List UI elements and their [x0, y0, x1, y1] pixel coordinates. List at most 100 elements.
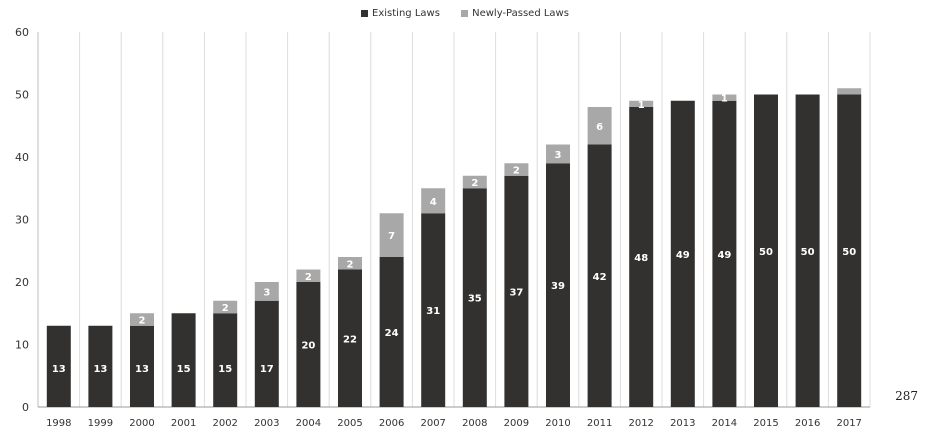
bar-existing-laws [587, 144, 612, 407]
data-label-existing-laws: 50 [801, 247, 815, 258]
y-tick-label: 50 [15, 89, 29, 102]
bar-newly-passed-laws [421, 188, 446, 214]
data-label-newly-passed-laws: 1 [721, 94, 728, 105]
legend-swatch-existing [361, 10, 369, 17]
bar-existing-laws [88, 325, 113, 407]
bar-newly-passed-laws [254, 282, 279, 301]
data-label-newly-passed-laws: 3 [263, 287, 270, 298]
x-tick-label: 2005 [337, 418, 362, 429]
x-tick-label: 2000 [129, 418, 154, 429]
data-label-existing-laws: 39 [551, 281, 565, 292]
y-tick-label: 40 [15, 151, 29, 164]
bar-existing-laws [296, 282, 321, 407]
data-label-existing-laws: 13 [93, 364, 107, 375]
x-tick-label: 2016 [795, 418, 820, 429]
x-tick-label: 2013 [670, 418, 695, 429]
data-label-existing-laws: 37 [509, 287, 523, 298]
bar-existing-laws [171, 313, 196, 407]
x-tick-label: 2007 [420, 418, 445, 429]
x-tick-label: 2011 [587, 418, 612, 429]
bar-existing-laws [546, 163, 570, 407]
bar-newly-passed-laws [629, 100, 654, 107]
x-tick-label: 2012 [628, 418, 653, 429]
bar-newly-passed-laws [213, 300, 238, 314]
data-label-existing-laws: 22 [343, 334, 357, 345]
data-label-existing-laws: 50 [759, 247, 773, 258]
legend-label-existing: Existing Laws [372, 8, 440, 19]
page-number: 287 [895, 389, 918, 403]
data-label-existing-laws: 17 [260, 364, 274, 375]
data-label-newly-passed-laws: 1 [638, 100, 645, 111]
bar-newly-passed-laws [462, 175, 487, 189]
bar-existing-laws [46, 325, 71, 407]
data-label-newly-passed-laws: 2 [513, 166, 520, 177]
y-tick-label: 60 [15, 26, 29, 39]
data-label-existing-laws: 15 [177, 364, 191, 375]
data-label-existing-laws: 31 [426, 306, 440, 317]
data-label-newly-passed-laws: 2 [471, 178, 478, 189]
x-tick-label: 2002 [212, 418, 237, 429]
legend-item-newly-passed: Newly-Passed Laws [461, 8, 569, 19]
x-tick-label: 2014 [712, 418, 737, 429]
data-label-newly-passed-laws: 3 [555, 150, 562, 161]
x-tick-label: 2003 [254, 418, 279, 429]
bar-existing-laws [213, 313, 238, 407]
x-tick-label: 2001 [171, 418, 196, 429]
legend-swatch-newly-passed [461, 10, 469, 17]
bar-existing-laws [837, 94, 862, 407]
data-label-newly-passed-laws: 2 [222, 303, 229, 314]
bar-existing-laws [629, 107, 654, 407]
y-tick-label: 0 [22, 401, 29, 414]
bar-existing-laws [462, 188, 487, 407]
data-label-newly-passed-laws: 2 [305, 272, 312, 283]
data-label-existing-laws: 35 [468, 294, 482, 305]
bar-newly-passed-laws [504, 163, 529, 176]
y-tick-label: 30 [15, 214, 29, 227]
bar-newly-passed-laws [587, 107, 612, 145]
x-tick-label: 2004 [296, 418, 321, 429]
bar-newly-passed-laws [712, 94, 737, 101]
bar-existing-laws [670, 100, 695, 407]
bar-existing-laws [504, 175, 529, 407]
data-label-existing-laws: 20 [301, 341, 315, 352]
y-tick-label: 20 [15, 276, 29, 289]
data-label-existing-laws: 42 [593, 272, 607, 283]
x-tick-label: 2017 [836, 418, 861, 429]
bar-existing-laws [795, 94, 820, 407]
chart-legend: Existing Laws Newly-Passed Laws [0, 8, 930, 20]
x-tick-label: 2015 [753, 418, 778, 429]
bar-existing-laws [379, 257, 404, 407]
bar-existing-laws [130, 325, 154, 407]
data-label-existing-laws: 13 [52, 364, 66, 375]
y-tick-label: 10 [15, 339, 29, 352]
x-tick-label: 2008 [462, 418, 487, 429]
bar-newly-passed-laws [379, 213, 404, 257]
x-tick-label: 1999 [88, 418, 113, 429]
data-label-existing-laws: 50 [842, 247, 856, 258]
data-label-existing-laws: 13 [135, 364, 149, 375]
x-tick-label: 1998 [46, 418, 71, 429]
data-label-existing-laws: 15 [218, 364, 232, 375]
data-label-newly-passed-laws: 4 [430, 197, 437, 208]
data-label-newly-passed-laws: 2 [139, 316, 146, 327]
bar-existing-laws [754, 94, 778, 407]
bar-existing-laws [712, 100, 737, 407]
data-label-existing-laws: 48 [634, 253, 648, 264]
x-tick-label: 2009 [504, 418, 529, 429]
legend-label-newly-passed: Newly-Passed Laws [472, 8, 569, 19]
bar-existing-laws [421, 213, 446, 407]
data-label-newly-passed-laws: 7 [388, 231, 395, 242]
x-tick-label: 2006 [379, 418, 404, 429]
bar-existing-laws [338, 269, 362, 407]
bar-newly-passed-laws [130, 313, 154, 326]
x-tick-label: 2010 [545, 418, 570, 429]
bar-newly-passed-laws [837, 88, 862, 95]
bar-newly-passed-laws [546, 144, 570, 164]
bar-newly-passed-laws [296, 269, 321, 282]
bar-existing-laws [254, 300, 279, 407]
bar-newly-passed-laws [338, 257, 362, 270]
data-label-existing-laws: 49 [717, 250, 731, 261]
data-label-existing-laws: 24 [385, 328, 399, 339]
data-label-existing-laws: 49 [676, 250, 690, 261]
